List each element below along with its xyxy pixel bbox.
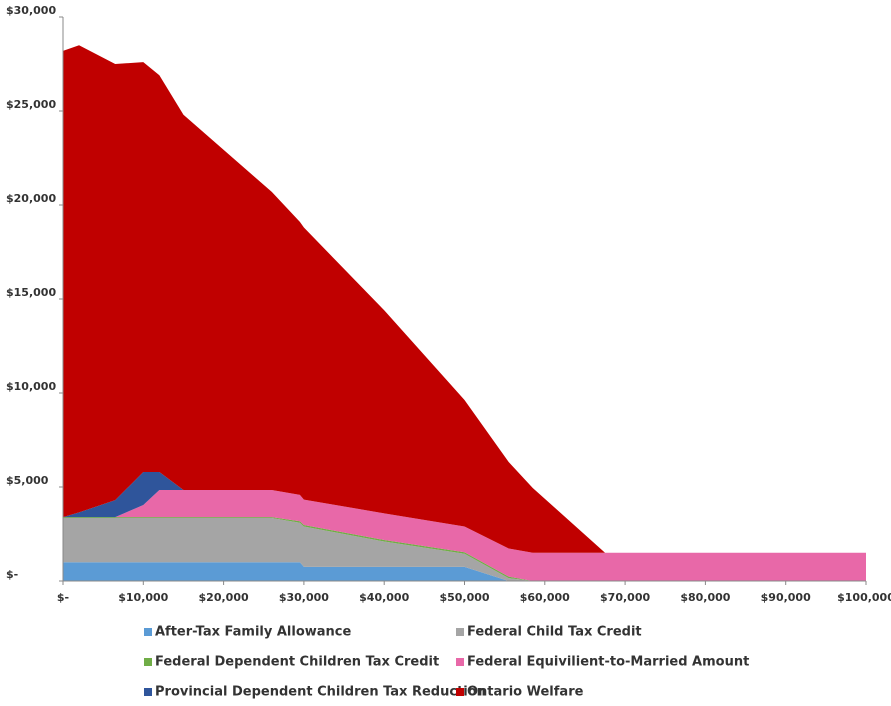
x-tick-label: $30,000 <box>279 591 329 604</box>
legend-label: After-Tax Family Allowance <box>155 625 352 640</box>
legend-swatch <box>144 628 152 636</box>
x-tick-label: $100,000 <box>837 591 891 604</box>
y-tick-label: $- <box>6 568 18 581</box>
y-tick-label: $25,000 <box>6 98 56 111</box>
x-tick-label: $60,000 <box>520 591 570 604</box>
legend-swatch <box>144 658 152 666</box>
legend-swatch <box>144 688 152 696</box>
area <box>63 490 866 581</box>
y-tick-label: $20,000 <box>6 192 56 205</box>
legend-label: Ontario Welfare <box>467 685 584 700</box>
legend-swatch <box>456 628 464 636</box>
y-tick-label: $30,000 <box>6 4 56 17</box>
y-tick-label: $10,000 <box>6 380 56 393</box>
x-tick-label: $40,000 <box>359 591 409 604</box>
area <box>63 562 866 581</box>
x-tick-label: $50,000 <box>439 591 489 604</box>
legend-label: Federal Dependent Children Tax Credit <box>155 655 439 670</box>
legend-label: Federal Child Tax Credit <box>467 625 642 640</box>
area <box>63 518 866 581</box>
y-tick-label: $15,000 <box>6 286 56 299</box>
x-tick-label: $70,000 <box>600 591 650 604</box>
x-tick-label: $90,000 <box>761 591 811 604</box>
legend-label: Provincial Dependent Children Tax Reduct… <box>155 685 486 700</box>
y-tick-label: $5,000 <box>6 474 49 487</box>
legend-label: Federal Equivilient-to-Married Amount <box>467 655 749 670</box>
legend-swatch <box>456 688 464 696</box>
legend-swatch <box>456 658 464 666</box>
x-tick-label: $80,000 <box>680 591 730 604</box>
area <box>63 471 866 553</box>
x-tick-label: $- <box>57 591 69 604</box>
x-tick-label: $10,000 <box>118 591 168 604</box>
area <box>63 45 866 553</box>
x-tick-label: $20,000 <box>199 591 249 604</box>
